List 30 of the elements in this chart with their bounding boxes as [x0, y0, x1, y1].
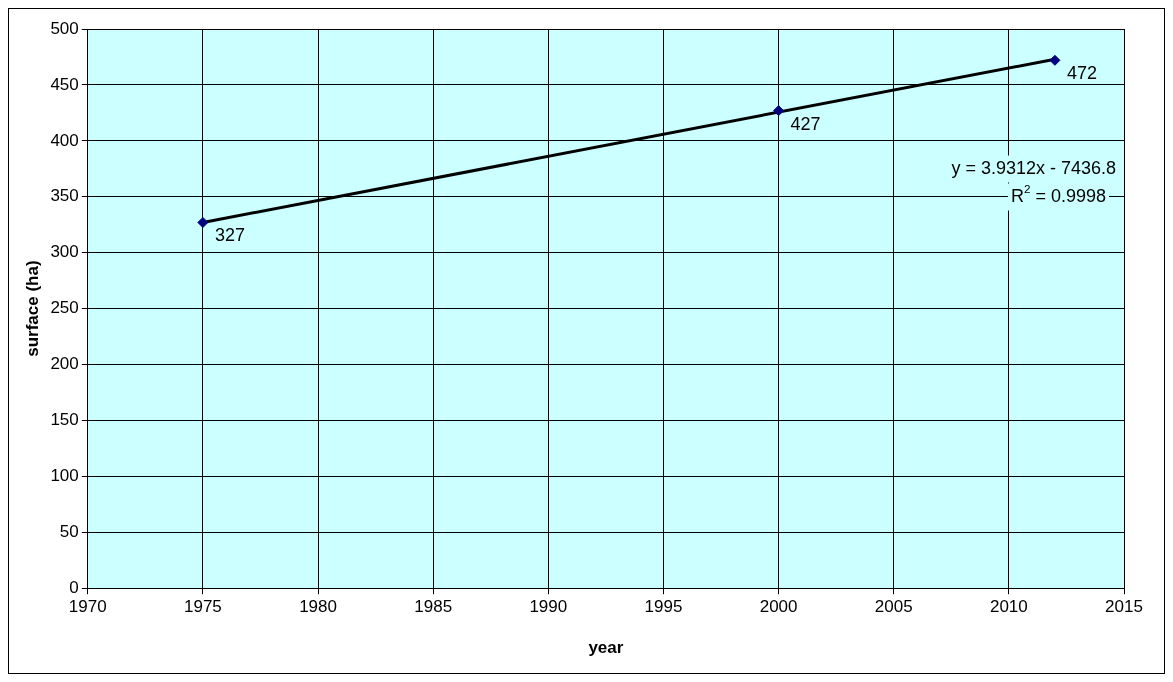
y-tick-label: 200: [50, 354, 79, 374]
point: [1049, 54, 1061, 66]
y-axis-title: surface (ha): [22, 260, 42, 357]
y-tick-label: 100: [50, 466, 79, 486]
y-tick-label: 400: [50, 130, 79, 150]
annotation: y = 3.9312x - 7436.8: [951, 157, 1117, 178]
y-tick-label: 500: [50, 18, 79, 38]
x-axis-title: year: [588, 638, 624, 658]
y-tick-label: 300: [50, 242, 79, 262]
y-tick-label: 250: [50, 298, 79, 318]
data-label: 472: [1066, 63, 1097, 84]
y-tick-label: 0: [69, 577, 79, 597]
point: [197, 216, 209, 228]
data-label: 327: [214, 225, 245, 246]
x-tick-label: 1970: [68, 597, 107, 617]
x-tick-label: 2005: [874, 597, 913, 617]
y-tick-label: 350: [50, 186, 79, 206]
y-tick-label: 150: [50, 410, 79, 430]
point: [773, 105, 785, 117]
x-tick-label: 2010: [989, 597, 1028, 617]
x-tick-label: 1980: [299, 597, 337, 617]
x-tick-label: 2015: [1105, 597, 1143, 617]
x-tick-label: 1975: [183, 597, 222, 617]
y-tick-label: 50: [59, 521, 79, 541]
x-tick-label: 2000: [759, 597, 798, 617]
data-label: 427: [790, 113, 821, 134]
y-tick-label: 450: [50, 74, 79, 94]
x-tick-label: 1995: [644, 597, 683, 617]
x-tick-label: 1990: [529, 597, 568, 617]
x-tick-label: 1985: [414, 597, 453, 617]
